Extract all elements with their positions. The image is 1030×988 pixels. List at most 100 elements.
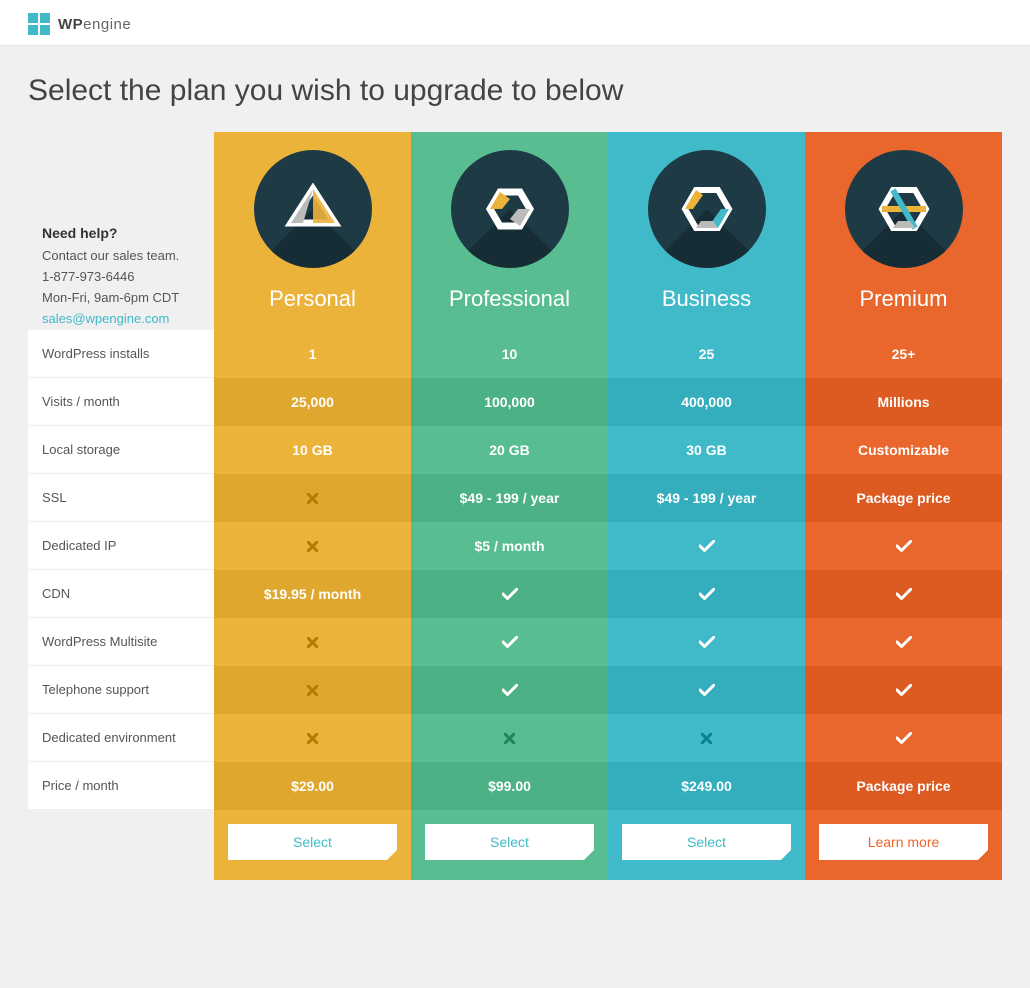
help-phone: 1-877-973-6446 <box>42 267 200 288</box>
feature-label: Price / month <box>28 762 214 810</box>
help-heading: Need help? <box>42 222 200 244</box>
x-icon <box>701 733 712 744</box>
select-button-professional[interactable]: Select <box>425 824 594 860</box>
pricing-table: Need help?Contact our sales team.1-877-9… <box>0 132 1030 920</box>
feature-cell <box>805 714 1002 762</box>
cta-cell-premium: Learn more <box>805 810 1002 880</box>
feature-cell <box>411 714 608 762</box>
feature-cell <box>805 522 1002 570</box>
feature-cell: 10 GB <box>214 426 411 474</box>
check-icon <box>502 588 518 600</box>
feature-label: Dedicated IP <box>28 522 214 570</box>
topbar: WPengine <box>0 0 1030 46</box>
plan-head-professional: Professional <box>411 132 608 330</box>
feature-cell: 20 GB <box>411 426 608 474</box>
feature-cell <box>411 666 608 714</box>
plan-head-premium: Premium <box>805 132 1002 330</box>
x-icon <box>307 733 318 744</box>
feature-label: Telephone support <box>28 666 214 714</box>
x-icon <box>307 685 318 696</box>
plan-icon-business <box>648 150 766 268</box>
feature-label: CDN <box>28 570 214 618</box>
feature-cell: Package price <box>805 762 1002 810</box>
feature-cell <box>608 522 805 570</box>
logo-text: WPengine <box>58 16 131 33</box>
feature-cell: $19.95 / month <box>214 570 411 618</box>
check-icon <box>896 588 912 600</box>
page-title: Select the plan you wish to upgrade to b… <box>0 46 1030 132</box>
x-icon <box>307 637 318 648</box>
feature-label: Visits / month <box>28 378 214 426</box>
logo-mark-icon <box>28 13 50 35</box>
select-button-business[interactable]: Select <box>622 824 791 860</box>
feature-cell <box>805 618 1002 666</box>
cta-cell-professional: Select <box>411 810 608 880</box>
feature-cell: Customizable <box>805 426 1002 474</box>
check-icon <box>896 540 912 552</box>
feature-cell: $49 - 199 / year <box>411 474 608 522</box>
feature-cell <box>608 714 805 762</box>
help-email-link[interactable]: sales@wpengine.com <box>42 309 200 330</box>
check-icon <box>896 636 912 648</box>
select-button-personal[interactable]: Select <box>228 824 397 860</box>
feature-cell <box>214 618 411 666</box>
feature-cell: $49 - 199 / year <box>608 474 805 522</box>
check-icon <box>896 732 912 744</box>
cta-cell-personal: Select <box>214 810 411 880</box>
plan-name: Professional <box>421 286 598 312</box>
help-subtext: Contact our sales team. <box>42 246 200 267</box>
check-icon <box>699 636 715 648</box>
plan-name: Business <box>618 286 795 312</box>
plan-icon-personal <box>254 150 372 268</box>
plan-head-business: Business <box>608 132 805 330</box>
check-icon <box>699 540 715 552</box>
feature-cell <box>805 570 1002 618</box>
feature-cell: Package price <box>805 474 1002 522</box>
cta-spacer <box>28 810 214 880</box>
feature-cell: 400,000 <box>608 378 805 426</box>
feature-cell: Millions <box>805 378 1002 426</box>
feature-cell: $5 / month <box>411 522 608 570</box>
check-icon <box>699 684 715 696</box>
feature-label: Dedicated environment <box>28 714 214 762</box>
feature-cell <box>214 474 411 522</box>
feature-cell <box>805 666 1002 714</box>
check-icon <box>502 684 518 696</box>
feature-cell <box>608 570 805 618</box>
x-icon <box>307 541 318 552</box>
feature-cell: 10 <box>411 330 608 378</box>
cta-cell-business: Select <box>608 810 805 880</box>
feature-cell: $249.00 <box>608 762 805 810</box>
feature-cell <box>411 570 608 618</box>
help-box: Need help?Contact our sales team.1-877-9… <box>28 132 214 330</box>
help-hours: Mon-Fri, 9am-6pm CDT <box>42 288 200 309</box>
feature-cell <box>214 666 411 714</box>
check-icon <box>699 588 715 600</box>
plan-head-personal: Personal <box>214 132 411 330</box>
feature-cell: $99.00 <box>411 762 608 810</box>
learn-more-button[interactable]: Learn more <box>819 824 988 860</box>
feature-cell: 100,000 <box>411 378 608 426</box>
feature-cell <box>608 618 805 666</box>
feature-cell: 25,000 <box>214 378 411 426</box>
logo[interactable]: WPengine <box>28 13 131 35</box>
plan-icon-professional <box>451 150 569 268</box>
feature-label: WordPress installs <box>28 330 214 378</box>
x-icon <box>307 493 318 504</box>
feature-cell: 25+ <box>805 330 1002 378</box>
feature-cell: $29.00 <box>214 762 411 810</box>
plan-name: Premium <box>815 286 992 312</box>
feature-cell <box>608 666 805 714</box>
feature-label: WordPress Multisite <box>28 618 214 666</box>
check-icon <box>502 636 518 648</box>
feature-cell: 1 <box>214 330 411 378</box>
plan-name: Personal <box>224 286 401 312</box>
feature-cell <box>411 618 608 666</box>
feature-label: Local storage <box>28 426 214 474</box>
feature-cell <box>214 714 411 762</box>
feature-label: SSL <box>28 474 214 522</box>
feature-cell: 25 <box>608 330 805 378</box>
x-icon <box>504 733 515 744</box>
feature-cell <box>214 522 411 570</box>
plan-icon-premium <box>845 150 963 268</box>
